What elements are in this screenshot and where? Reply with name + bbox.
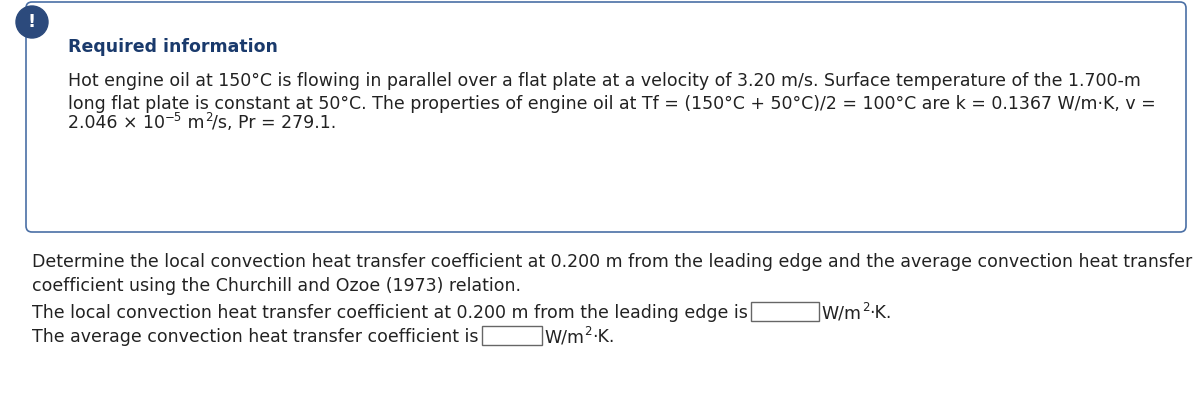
Text: The average convection heat transfer coefficient is: The average convection heat transfer coe…	[32, 328, 479, 346]
Text: m: m	[182, 114, 205, 132]
Text: W/m: W/m	[822, 304, 862, 322]
Text: −5: −5	[166, 111, 182, 124]
Text: Required information: Required information	[68, 38, 278, 56]
Text: /s, Pr = 279.1.: /s, Pr = 279.1.	[212, 114, 336, 132]
Bar	[751, 302, 818, 321]
Text: 2: 2	[584, 325, 592, 338]
Text: Hot engine oil at 150°C is flowing in parallel over a flat plate at a velocity o: Hot engine oil at 150°C is flowing in pa…	[68, 72, 1141, 90]
Text: W/m: W/m	[545, 328, 584, 346]
Text: long flat plate is constant at 50°C. The properties of engine oil at Tf = (150°C: long flat plate is constant at 50°C. The…	[68, 95, 1156, 113]
Text: ·K.: ·K.	[592, 328, 614, 346]
Text: ·K.: ·K.	[869, 304, 892, 322]
Text: 2.046 × 10: 2.046 × 10	[68, 114, 166, 132]
Text: Determine the local convection heat transfer coefficient at 0.200 m from the lea: Determine the local convection heat tran…	[32, 253, 1193, 271]
Text: !: !	[28, 13, 36, 31]
Text: coefficient using the Churchill and Ozoe (1973) relation.: coefficient using the Churchill and Ozoe…	[32, 277, 521, 295]
Text: 2: 2	[205, 111, 212, 124]
Text: The local convection heat transfer coefficient at 0.200 m from the leading edge : The local convection heat transfer coeff…	[32, 304, 748, 322]
FancyBboxPatch shape	[26, 2, 1186, 232]
Circle shape	[16, 6, 48, 38]
Text: 2: 2	[862, 301, 869, 314]
Bar	[481, 326, 541, 345]
